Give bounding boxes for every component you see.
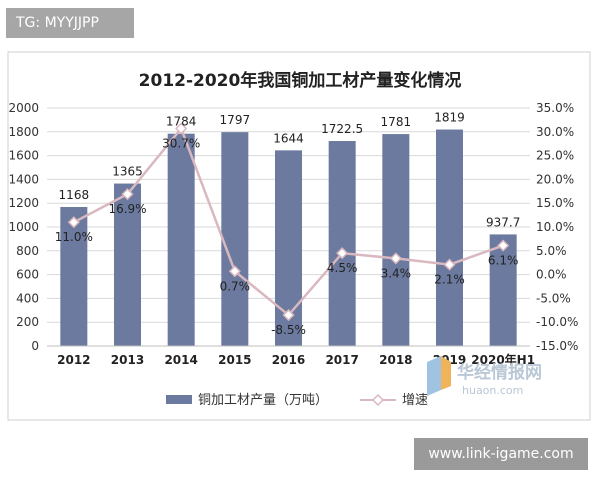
watermark-logo-accent-icon bbox=[441, 356, 451, 390]
y-left-tick-label: 2000 bbox=[8, 101, 39, 115]
growth-value-label: 4.5% bbox=[327, 261, 358, 275]
bar-value-label: 937.7 bbox=[486, 215, 520, 229]
legend-label-output: 铜加工材产量（万吨） bbox=[198, 393, 328, 408]
growth-marker bbox=[336, 247, 349, 260]
growth-value-label: 0.7% bbox=[220, 279, 251, 293]
bar bbox=[436, 129, 463, 346]
y-left-tick-label: 200 bbox=[16, 315, 39, 329]
x-tick-label: 2015 bbox=[218, 353, 251, 367]
bar bbox=[221, 132, 249, 346]
bar bbox=[328, 141, 356, 346]
growth-marker bbox=[228, 265, 241, 278]
legend: 铜加工材产量（万吨） 增速 bbox=[166, 393, 428, 408]
chart: 2012-2020年我国铜加工材产量变化情况 0 200 400 600 800 1000… bbox=[7, 51, 591, 421]
growth-value-label: 11.0% bbox=[55, 230, 93, 244]
y-left-tick-label: 1200 bbox=[8, 196, 39, 210]
y-right-tick-label: 30.0% bbox=[536, 125, 574, 139]
growth-marker bbox=[175, 122, 188, 135]
y-left-tick-label: 1000 bbox=[8, 220, 39, 234]
y-left-tick-label: 1400 bbox=[8, 172, 39, 186]
x-tick-label: 2012 bbox=[57, 353, 90, 367]
y-right-tick-label: 15.0% bbox=[536, 196, 574, 210]
bar bbox=[489, 234, 517, 346]
x-tick-label: 2020年H1 bbox=[471, 352, 535, 367]
y-right-tick-label: -15.0% bbox=[536, 339, 578, 353]
chart-title: 2012-2020年我国铜加工材产量变化情况 bbox=[139, 70, 462, 91]
bar-value-label: 1797 bbox=[220, 113, 251, 127]
bar-value-label: 1644 bbox=[273, 131, 304, 145]
growth-value-label: 30.7% bbox=[162, 136, 200, 150]
growth-marker bbox=[389, 252, 402, 265]
y-right-tick-label: 35.0% bbox=[536, 101, 574, 115]
growth-marker bbox=[497, 239, 510, 252]
y-left-tick-label: 400 bbox=[16, 291, 39, 305]
y-right-tick-label: -10.0% bbox=[536, 315, 578, 329]
growth-value-label: 2.1% bbox=[434, 273, 465, 287]
bar-value-label: 1365 bbox=[112, 165, 143, 179]
y-left-tick-label: 1600 bbox=[8, 149, 39, 163]
watermark-logo-icon bbox=[427, 356, 441, 396]
y-right-tick-label: 0.0% bbox=[536, 268, 567, 282]
y-left-tick-label: 1800 bbox=[8, 125, 39, 139]
x-tick-label: 2013 bbox=[111, 353, 144, 367]
bar-value-label: 1722.5 bbox=[321, 122, 363, 136]
growth-value-label: 16.9% bbox=[108, 202, 146, 216]
y-left-tick-label: 600 bbox=[16, 268, 39, 282]
bar bbox=[382, 134, 410, 346]
bar bbox=[114, 183, 141, 346]
legend-swatch-growth-marker bbox=[371, 393, 385, 407]
growth-value-label: -8.5% bbox=[271, 323, 306, 337]
watermark-cn: 华经情报网 bbox=[457, 362, 542, 383]
growth-marker bbox=[67, 216, 80, 229]
growth-marker bbox=[282, 308, 295, 322]
legend-label-growth: 增速 bbox=[402, 393, 428, 408]
y-left-tick-label: 0 bbox=[31, 339, 39, 353]
y-left-tick-label: 800 bbox=[16, 244, 39, 258]
top-left-tag: TG: MYYJJPP bbox=[6, 8, 134, 38]
watermark: 华经情报网 huaon.com bbox=[427, 356, 542, 397]
bar bbox=[167, 133, 195, 346]
legend-swatch-output bbox=[166, 395, 192, 404]
x-tick-label: 2016 bbox=[272, 353, 305, 367]
x-tick-label: 2017 bbox=[325, 353, 358, 367]
x-tick-label: 2014 bbox=[164, 353, 197, 367]
growth-marker bbox=[443, 258, 456, 271]
y-right-tick-label: 10.0% bbox=[536, 220, 574, 234]
y-right-tick-label: 5.0% bbox=[536, 244, 567, 258]
watermark-en: huaon.com bbox=[462, 384, 523, 397]
bar-value-label: 1168 bbox=[59, 188, 90, 202]
bottom-right-tag: www.link-igame.com bbox=[414, 438, 588, 470]
bar-value-label: 1819 bbox=[434, 111, 465, 125]
y-right-tick-label: -5.0% bbox=[536, 291, 571, 305]
bar-value-label: 1781 bbox=[381, 115, 412, 129]
x-tick-label: 2018 bbox=[379, 353, 412, 367]
growth-value-label: 6.1% bbox=[488, 254, 519, 268]
bar-value-label: 1784 bbox=[166, 115, 197, 129]
growth-marker bbox=[121, 188, 134, 201]
growth-value-label: 3.4% bbox=[381, 266, 412, 280]
y-right-tick-label: 20.0% bbox=[536, 172, 574, 186]
y-right-tick-label: 25.0% bbox=[536, 149, 574, 163]
bar bbox=[60, 207, 88, 346]
